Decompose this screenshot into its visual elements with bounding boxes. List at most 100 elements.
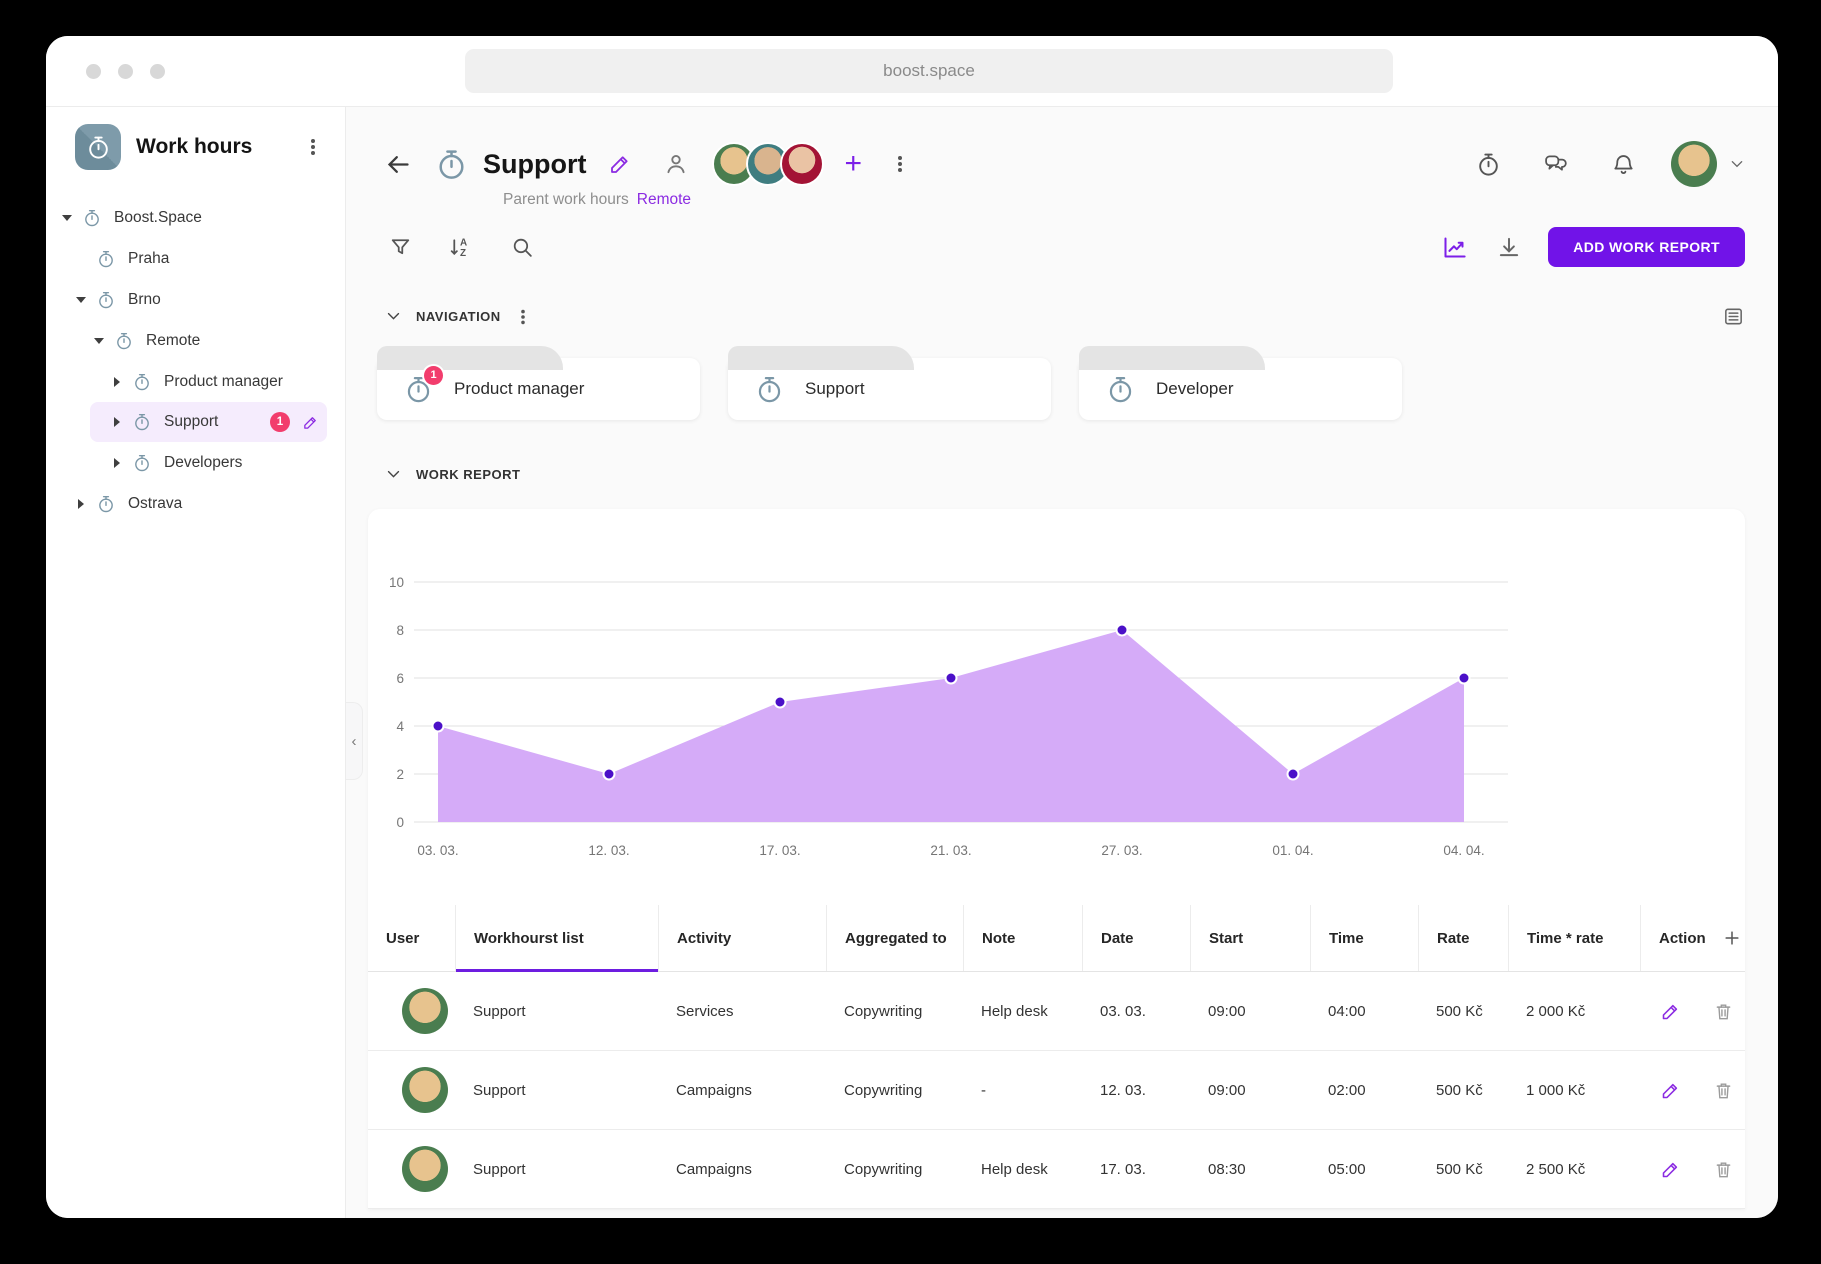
- sidebar-item-developers[interactable]: Developers: [46, 442, 345, 483]
- column-header-action[interactable]: Action: [1659, 929, 1706, 947]
- add-work-report-button[interactable]: ADD WORK REPORT: [1548, 227, 1745, 267]
- navigation-kebab-icon[interactable]: [520, 314, 525, 319]
- stopwatch-icon: [754, 374, 785, 405]
- cell-rate: 500 Kč: [1436, 1081, 1483, 1099]
- stopwatch-icon: [132, 453, 152, 473]
- member-avatar-stack[interactable]: [712, 142, 825, 186]
- navigation-section-label: NAVIGATION: [416, 309, 501, 324]
- table-row[interactable]: Support Campaigns Copywriting - 12. 03. …: [368, 1051, 1745, 1130]
- navigation-cards: 1 Product manager Support D: [377, 346, 1745, 420]
- edit-pencil-icon[interactable]: [302, 414, 319, 431]
- bell-icon[interactable]: [1610, 151, 1637, 178]
- svg-text:10: 10: [389, 575, 404, 590]
- edit-row-pencil-icon[interactable]: [1660, 1001, 1681, 1022]
- avatar[interactable]: [402, 1067, 448, 1113]
- cell-date: 17. 03.: [1100, 1160, 1146, 1178]
- column-header-rate[interactable]: Rate: [1418, 905, 1508, 971]
- svg-text:17. 03.: 17. 03.: [759, 843, 800, 858]
- filter-icon[interactable]: [388, 235, 413, 260]
- sidebar-item-support[interactable]: Support 1: [90, 402, 327, 442]
- toolbar: A Z ADD WORK REPORT: [385, 227, 1745, 267]
- caret-right-icon[interactable]: [110, 457, 124, 468]
- column-header-time[interactable]: Time: [1310, 905, 1418, 971]
- column-header-start[interactable]: Start: [1190, 905, 1310, 971]
- sidebar-item-boost-space[interactable]: Boost.Space: [46, 197, 345, 238]
- caret-right-icon[interactable]: [110, 376, 124, 387]
- address-bar[interactable]: boost.space: [465, 49, 1393, 93]
- column-header-activity[interactable]: Activity: [658, 905, 826, 971]
- tree-item-label: Developers: [164, 453, 243, 471]
- delete-row-trash-icon[interactable]: [1713, 1080, 1734, 1101]
- column-header-note[interactable]: Note: [963, 905, 1082, 971]
- delete-row-trash-icon[interactable]: [1713, 1001, 1734, 1022]
- column-header-time-rate[interactable]: Time * rate: [1508, 905, 1640, 971]
- search-icon[interactable]: [510, 235, 535, 260]
- cell-time: 02:00: [1328, 1081, 1366, 1099]
- chevron-down-icon[interactable]: [385, 308, 402, 325]
- add-member-plus-icon[interactable]: +: [844, 147, 863, 180]
- sidebar-item-product-manager[interactable]: Product manager: [46, 361, 345, 402]
- svg-text:6: 6: [396, 671, 404, 686]
- sidebar-item-ostrava[interactable]: Ostrava: [46, 483, 345, 524]
- avatar[interactable]: [780, 142, 825, 186]
- work-report-section-header: WORK REPORT: [385, 466, 1745, 483]
- table-row[interactable]: Support Campaigns Copywriting Help desk …: [368, 1130, 1745, 1209]
- column-header-user[interactable]: User: [386, 929, 420, 947]
- delete-row-trash-icon[interactable]: [1713, 1159, 1734, 1180]
- workspace-tree: Boost.Space Praha Brno Remote: [46, 197, 345, 524]
- page-header: Support +: [385, 141, 1745, 187]
- add-column-plus-icon[interactable]: [1722, 928, 1742, 948]
- table-row[interactable]: Support Services Copywriting Help desk 0…: [368, 972, 1745, 1051]
- chevron-down-icon[interactable]: [385, 466, 402, 483]
- app-menu-kebab-icon[interactable]: [311, 145, 315, 149]
- nav-card-developer[interactable]: Developer: [1079, 346, 1402, 420]
- caret-down-icon[interactable]: [92, 337, 106, 344]
- column-header-date[interactable]: Date: [1082, 905, 1190, 971]
- tree-item-label: Product manager: [164, 372, 283, 390]
- cell-workhourst-list: Support: [473, 1081, 526, 1099]
- svg-text:A: A: [460, 237, 467, 248]
- user-avatar[interactable]: [1671, 141, 1717, 187]
- chart-view-icon[interactable]: [1441, 234, 1468, 261]
- edit-title-pencil-icon[interactable]: [608, 152, 632, 176]
- window-zoom-button[interactable]: [150, 63, 165, 79]
- cell-aggregated-to: Copywriting: [844, 1002, 923, 1020]
- window-minimize-button[interactable]: [118, 63, 133, 79]
- avatar[interactable]: [402, 1146, 448, 1192]
- cell-workhourst-list: Support: [473, 1002, 526, 1020]
- breadcrumb: Parent work hours Remote: [503, 191, 1745, 209]
- tree-item-label: Praha: [128, 249, 170, 267]
- chat-icon[interactable]: [1542, 150, 1570, 178]
- nav-card-product-manager[interactable]: 1 Product manager: [377, 346, 700, 420]
- assignee-person-icon[interactable]: [662, 150, 690, 178]
- caret-right-icon[interactable]: [74, 498, 88, 509]
- sidebar-item-praha[interactable]: Praha: [46, 238, 345, 279]
- caret-down-icon[interactable]: [74, 296, 88, 303]
- parent-link[interactable]: Remote: [636, 191, 692, 208]
- sidebar-item-brno[interactable]: Brno: [46, 279, 345, 320]
- column-header-workhourst-list[interactable]: Workhourst list: [455, 905, 658, 972]
- app-title: Work hours: [136, 135, 253, 158]
- avatar[interactable]: [402, 988, 448, 1034]
- download-icon[interactable]: [1496, 234, 1522, 260]
- list-view-icon[interactable]: [1722, 305, 1745, 328]
- window-close-button[interactable]: [86, 63, 101, 79]
- back-arrow-icon[interactable]: [385, 151, 412, 178]
- work-report-card: 0 2 4 6 8 10 03. 03. 12. 03. 17. 03. 21. 03. 27. 0…: [368, 509, 1745, 1209]
- table-header: User Workhourst list Activity Aggregated…: [368, 905, 1745, 972]
- svg-text:03. 03.: 03. 03.: [417, 843, 458, 858]
- edit-row-pencil-icon[interactable]: [1660, 1159, 1681, 1180]
- sidebar-collapse-handle[interactable]: ‹: [346, 702, 363, 780]
- caret-right-icon[interactable]: [110, 417, 124, 427]
- nav-card-support[interactable]: Support: [728, 346, 1051, 420]
- sidebar-item-remote[interactable]: Remote: [46, 320, 345, 361]
- column-header-aggregated-to[interactable]: Aggregated to: [826, 905, 963, 971]
- caret-down-icon[interactable]: [60, 214, 74, 221]
- sort-icon[interactable]: A Z: [447, 235, 472, 260]
- timer-icon[interactable]: [1475, 151, 1502, 178]
- nav-card-label: Product manager: [454, 379, 585, 398]
- edit-row-pencil-icon[interactable]: [1660, 1080, 1681, 1101]
- chevron-down-icon[interactable]: [1729, 156, 1745, 172]
- page-menu-kebab-icon[interactable]: [898, 162, 903, 166]
- svg-text:4: 4: [396, 719, 404, 734]
